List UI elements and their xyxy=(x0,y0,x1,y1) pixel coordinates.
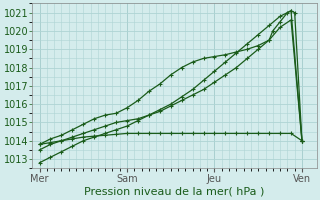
X-axis label: Pression niveau de la mer( hPa ): Pression niveau de la mer( hPa ) xyxy=(84,187,265,197)
